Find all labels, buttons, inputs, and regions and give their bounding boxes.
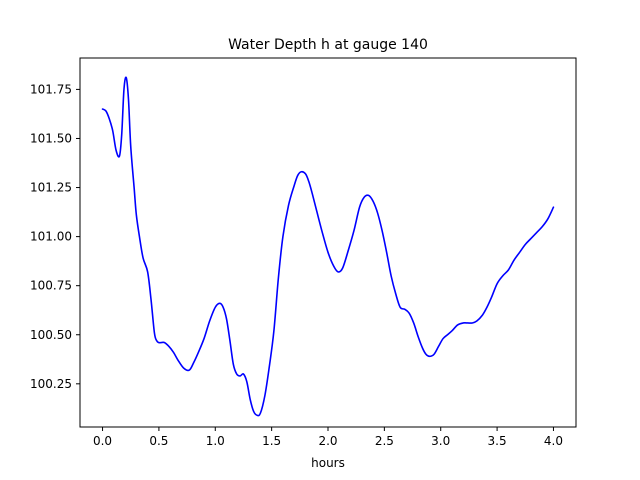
y-axis: 100.25 100.50 100.75 101.00 101.25 101.50 101.… [30, 82, 80, 391]
x-tick-label: 3.0 [431, 434, 450, 448]
x-axis: 0.0 0.5 1.0 1.5 2.0 2.5 3.0 3.5 4.0 [93, 427, 563, 448]
plot-area-frame [79, 57, 577, 428]
y-tick-label: 100.25 [30, 377, 72, 391]
series-layer [101, 76, 555, 417]
x-tick-label: 3.5 [488, 434, 507, 448]
series-line [101, 76, 555, 417]
y-tick-label: 101.50 [30, 131, 72, 145]
y-tick-label: 101.75 [30, 82, 72, 96]
x-tick-label: 2.5 [375, 434, 394, 448]
y-tick-label: 100.75 [30, 279, 72, 293]
x-tick-label: 2.0 [318, 434, 337, 448]
x-tick-label: 1.5 [262, 434, 281, 448]
y-tick-label: 101.00 [30, 230, 72, 244]
y-tick-label: 101.25 [30, 181, 72, 195]
x-tick-label: 1.0 [206, 434, 225, 448]
chart-title: Water Depth h at gauge 140 [228, 37, 428, 53]
y-tick-label: 100.50 [30, 328, 72, 342]
x-axis-label: hours [311, 456, 345, 470]
x-tick-label: 4.0 [544, 434, 563, 448]
x-tick-label: 0.5 [149, 434, 168, 448]
x-tick-label: 0.0 [93, 434, 112, 448]
